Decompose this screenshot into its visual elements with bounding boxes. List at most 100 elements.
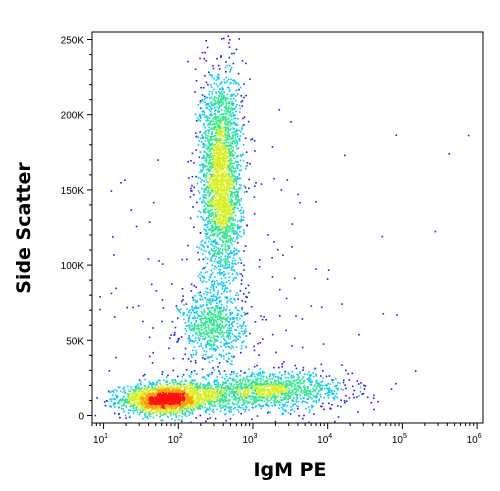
event-dot [168, 408, 170, 410]
event-dot [211, 224, 214, 227]
event-dot [142, 375, 145, 377]
event-dot [211, 313, 213, 315]
event-dot [208, 218, 211, 221]
event-dot [210, 230, 212, 232]
event-dot [237, 391, 239, 393]
event-dot [256, 400, 259, 403]
event-dot [236, 387, 238, 389]
event-dot [261, 372, 264, 374]
event-dot [194, 317, 197, 320]
event-dot [202, 276, 204, 278]
event-dot [166, 403, 168, 405]
event-dot [270, 391, 273, 393]
event-dot [174, 408, 177, 410]
event-dot [269, 381, 272, 383]
event-dot [282, 393, 285, 395]
event-dot [189, 325, 191, 327]
event-dot [229, 399, 231, 401]
event-dot [211, 256, 213, 259]
event-dot [225, 382, 227, 384]
event-dot [244, 325, 247, 327]
event-dot [167, 374, 169, 377]
event-dot [238, 397, 240, 400]
event-dot [279, 401, 282, 404]
event-dot [251, 387, 253, 390]
event-dot [267, 410, 270, 413]
event-dot [180, 420, 183, 423]
event-dot [141, 394, 144, 396]
event-dot [214, 380, 216, 383]
event-dot [217, 382, 220, 384]
event-dot [203, 310, 205, 312]
event-dot [134, 395, 137, 398]
event-dot [254, 386, 257, 389]
event-dot [278, 392, 280, 394]
event-dot [281, 408, 284, 410]
event-dot [134, 393, 136, 395]
event-dot [118, 413, 120, 416]
event-dot [160, 391, 163, 394]
event-dot [217, 383, 220, 386]
event-dot [223, 145, 226, 147]
event-dot [237, 400, 240, 402]
event-dot [230, 222, 232, 225]
event-dot [147, 405, 150, 408]
event-dot [134, 394, 137, 396]
event-dot [230, 115, 232, 118]
event-dot [132, 412, 135, 414]
event-dot [263, 388, 265, 391]
event-dot [146, 401, 149, 403]
event-dot [231, 150, 234, 152]
event-dot [273, 380, 276, 383]
event-dot [203, 132, 205, 134]
event-dot [182, 410, 184, 412]
event-dot [229, 408, 232, 410]
event-dot [228, 327, 231, 330]
event-dot [308, 421, 310, 424]
event-dot [229, 406, 231, 408]
event-dot [209, 110, 212, 113]
event-dot [158, 395, 161, 397]
event-dot [236, 385, 238, 387]
event-dot [340, 388, 342, 390]
event-dot [328, 375, 331, 377]
event-dot [203, 332, 205, 334]
event-dot [155, 392, 158, 394]
event-dot [210, 390, 213, 393]
event-dot [123, 395, 125, 398]
event-dot [169, 405, 171, 408]
event-dot [326, 387, 328, 390]
event-dot [243, 116, 246, 118]
event-dot [229, 362, 232, 365]
event-dot [197, 315, 199, 317]
event-dot [231, 322, 233, 325]
event-dot [317, 384, 320, 386]
event-dot [154, 403, 157, 405]
event-dot [249, 383, 252, 385]
event-dot [155, 391, 157, 393]
event-dot [166, 406, 169, 408]
event-dot [245, 345, 247, 348]
event-dot [151, 389, 153, 392]
event-dot [295, 379, 298, 382]
event-dot [294, 385, 296, 387]
event-dot [270, 384, 273, 386]
event-dot [296, 373, 298, 376]
event-dot [147, 404, 150, 406]
event-dot [275, 390, 277, 392]
event-dot [224, 314, 227, 316]
event-dot [184, 347, 187, 350]
event-dot [216, 130, 218, 133]
event-dot [152, 407, 154, 410]
event-dot [227, 272, 230, 275]
event-dot [139, 412, 141, 414]
event-dot [366, 396, 369, 399]
event-dot [281, 363, 283, 365]
event-dot [243, 371, 246, 374]
event-dot [212, 254, 215, 257]
event-dot [183, 386, 186, 388]
event-dot [282, 391, 285, 393]
event-dot [242, 144, 245, 146]
event-dot [230, 298, 232, 300]
event-dot [129, 405, 132, 408]
